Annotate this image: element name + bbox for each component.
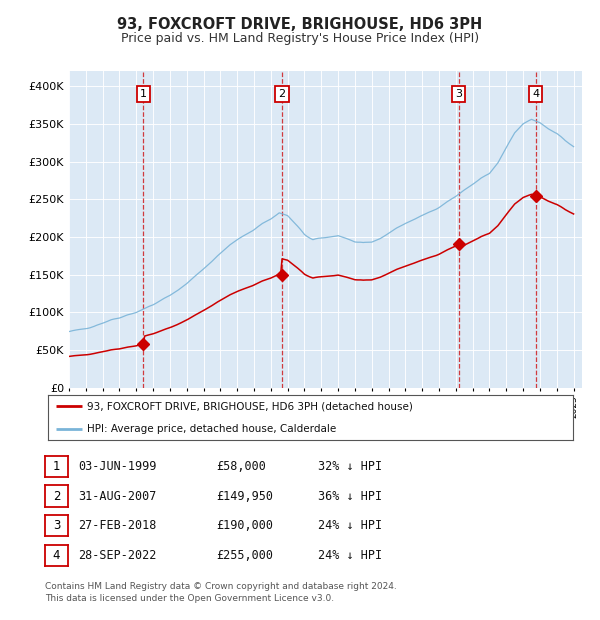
- Text: £149,950: £149,950: [216, 490, 273, 502]
- Text: 27-FEB-2018: 27-FEB-2018: [78, 520, 157, 532]
- Text: 24% ↓ HPI: 24% ↓ HPI: [318, 549, 382, 562]
- Text: Price paid vs. HM Land Registry's House Price Index (HPI): Price paid vs. HM Land Registry's House …: [121, 32, 479, 45]
- Text: 36% ↓ HPI: 36% ↓ HPI: [318, 490, 382, 502]
- Text: 1: 1: [53, 460, 60, 472]
- Text: 31-AUG-2007: 31-AUG-2007: [78, 490, 157, 502]
- Text: 4: 4: [53, 549, 60, 562]
- Text: 4: 4: [532, 89, 539, 99]
- Text: 03-JUN-1999: 03-JUN-1999: [78, 460, 157, 472]
- Text: 1: 1: [140, 89, 147, 99]
- Text: 2: 2: [278, 89, 286, 99]
- Text: Contains HM Land Registry data © Crown copyright and database right 2024.
This d: Contains HM Land Registry data © Crown c…: [45, 582, 397, 603]
- Text: 93, FOXCROFT DRIVE, BRIGHOUSE, HD6 3PH: 93, FOXCROFT DRIVE, BRIGHOUSE, HD6 3PH: [118, 17, 482, 32]
- Text: 28-SEP-2022: 28-SEP-2022: [78, 549, 157, 562]
- Text: 2: 2: [53, 490, 60, 502]
- Text: HPI: Average price, detached house, Calderdale: HPI: Average price, detached house, Cald…: [88, 424, 337, 434]
- Text: £190,000: £190,000: [216, 520, 273, 532]
- Text: 3: 3: [53, 520, 60, 532]
- Text: 24% ↓ HPI: 24% ↓ HPI: [318, 520, 382, 532]
- Text: 93, FOXCROFT DRIVE, BRIGHOUSE, HD6 3PH (detached house): 93, FOXCROFT DRIVE, BRIGHOUSE, HD6 3PH (…: [88, 401, 413, 411]
- Text: 3: 3: [455, 89, 462, 99]
- Text: £58,000: £58,000: [216, 460, 266, 472]
- Text: 32% ↓ HPI: 32% ↓ HPI: [318, 460, 382, 472]
- Text: £255,000: £255,000: [216, 549, 273, 562]
